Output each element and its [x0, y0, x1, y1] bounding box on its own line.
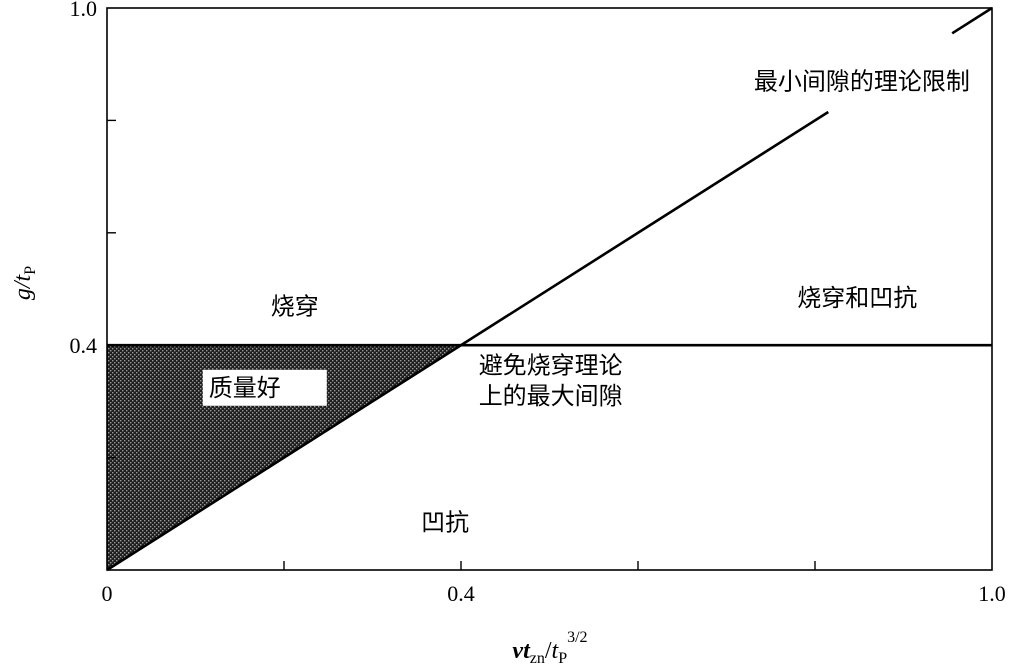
y-tick-label: 1.0 — [70, 0, 98, 21]
region-label: 凹抗 — [421, 509, 469, 537]
x-tick-label: 1.0 — [978, 581, 1006, 606]
good-quality-label-bg — [202, 369, 327, 406]
x-tick-label: 0 — [102, 581, 113, 606]
region-label: 烧穿 — [271, 292, 319, 320]
region-label: 避免烧穿理论 — [479, 351, 623, 379]
region-label: 最小间隙的理论限制 — [754, 67, 970, 95]
y-axis-title: g/tP — [10, 266, 39, 300]
plot-frame — [106, 7, 993, 571]
tick-labels: 0 0.4 1.0 0.4 1.0 — [70, 0, 1006, 606]
region-label: 上的最大间隙 — [479, 382, 623, 410]
x-axis-title: vtzn/tP3/2 — [512, 629, 587, 665]
region-label: 烧穿和凹抗 — [797, 284, 917, 312]
series-lines — [106, 6, 993, 572]
y-tick-label: 0.4 — [70, 333, 98, 358]
axis-ticks — [107, 119, 816, 570]
series-line-1 — [106, 110, 829, 572]
region-label: 质量好 — [209, 374, 281, 402]
x-tick-label: 0.4 — [447, 581, 475, 606]
series-line-1 — [951, 6, 993, 35]
